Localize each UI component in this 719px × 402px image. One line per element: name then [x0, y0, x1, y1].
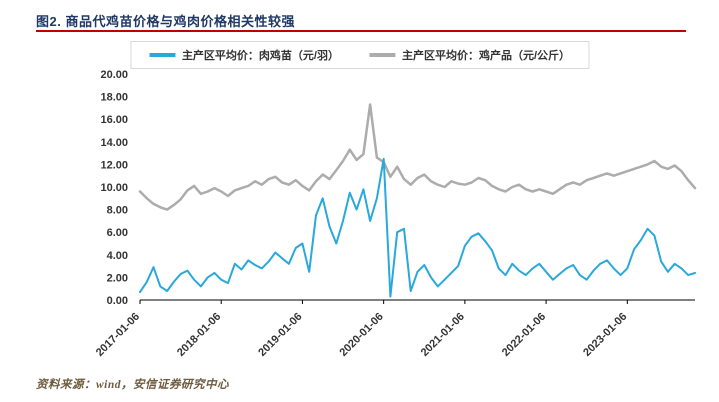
legend-swatch-rect	[148, 53, 175, 57]
x-tick-label: 2020-01-06	[337, 311, 385, 359]
x-tick-label: 2021-01-06	[419, 311, 467, 359]
legend-swatch-rect	[369, 53, 395, 57]
y-tick-label: 6.00	[107, 227, 128, 239]
y-tick-label: 2.00	[107, 272, 128, 284]
legend-label-product: 主产区平均价：鸡产品（元/公斤）	[402, 50, 571, 62]
y-tick-label: 18.00	[100, 92, 128, 104]
price-line-chart: 0.00 2.00 4.00 6.00 8.00 10.00 12.00 14.00 16.00…	[94, 69, 697, 359]
legend-label-chick: 主产区平均价：肉鸡苗（元/羽）	[181, 50, 339, 62]
legend-item-chick: 主产区平均价：肉鸡苗（元/羽）	[148, 47, 339, 63]
x-tick-label: 2019-01-06	[256, 311, 304, 359]
series-line-product	[138, 103, 697, 211]
x-tick-label: 2022-01-06	[500, 311, 548, 359]
x-tick-label: 2017-01-06	[94, 311, 142, 359]
legend-swatch-product-line	[369, 53, 395, 57]
legend-swatch-chick-line	[148, 53, 175, 57]
series-line-chick	[139, 157, 696, 298]
y-tick-label: 4.00	[107, 250, 128, 262]
source-note: 资料来源：wind，安信证券研究中心	[36, 379, 230, 391]
x-tick-label: 2023-01-06	[581, 311, 629, 359]
y-tick-label: 14.00	[100, 137, 128, 149]
y-tick-label: 12.00	[100, 159, 128, 171]
title-underline-rule	[36, 30, 686, 32]
y-tick-label: 8.00	[107, 205, 128, 217]
x-tick-label: 2018-01-06	[175, 311, 223, 359]
y-tick-label: 10.00	[100, 182, 128, 194]
figure-title: 图2. 商品代鸡苗价格与鸡肉价格相关性较强	[36, 14, 295, 29]
y-tick-label: 16.00	[100, 114, 128, 126]
y-tick-label: 20.00	[100, 69, 128, 81]
legend-item-product: 主产区平均价：鸡产品（元/公斤）	[369, 47, 570, 63]
y-tick-label: 0.00	[107, 295, 128, 307]
chart-legend: 主产区平均价：肉鸡苗（元/羽） 主产区平均价：鸡产品（元/公斤）	[129, 41, 590, 69]
